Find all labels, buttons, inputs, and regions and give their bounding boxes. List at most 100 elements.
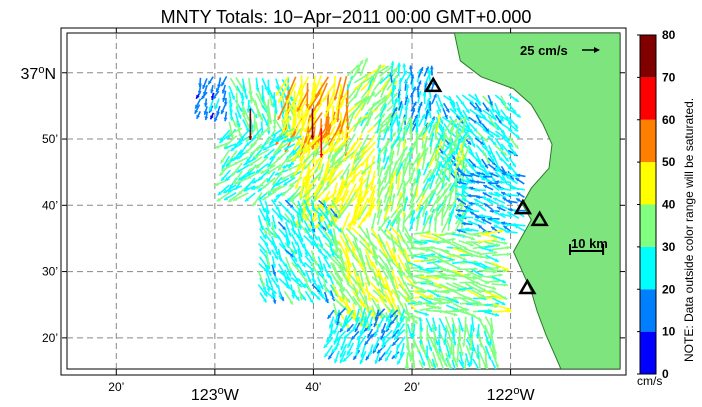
current-vector — [349, 141, 363, 160]
vector-head — [456, 208, 460, 213]
vector-head — [486, 198, 491, 202]
current-vector — [302, 148, 318, 164]
current-vector — [477, 224, 487, 232]
vector-head — [308, 105, 313, 110]
vector-head — [339, 95, 344, 100]
vector-head — [317, 166, 322, 170]
current-vector — [277, 82, 290, 104]
vector-head — [282, 129, 286, 134]
vector-head — [426, 182, 431, 187]
current-vector — [445, 344, 451, 359]
current-vector — [421, 215, 431, 233]
vector-head — [411, 363, 416, 368]
current-vector — [419, 295, 433, 305]
vector-head — [256, 185, 261, 190]
vector-head — [415, 131, 419, 135]
vector-head — [286, 197, 291, 202]
current-vector — [451, 253, 468, 262]
current-vector — [392, 97, 398, 112]
vector-head — [411, 334, 416, 338]
current-vector — [359, 134, 370, 152]
vector-head — [499, 146, 504, 151]
vector-head — [504, 115, 509, 120]
current-vector — [360, 148, 376, 167]
current-vector — [296, 96, 309, 117]
current-vector — [280, 171, 296, 181]
vector-head — [345, 323, 349, 328]
vector-head — [451, 103, 456, 108]
vector-head — [452, 341, 457, 346]
current-vector — [415, 147, 429, 163]
vector-head — [380, 289, 384, 294]
vector-head — [428, 347, 433, 352]
vector-head — [483, 265, 488, 270]
vector-shaft — [333, 76, 342, 101]
vector-head — [385, 155, 390, 160]
vector-head — [334, 199, 338, 204]
current-vector — [425, 345, 430, 360]
current-vector — [323, 156, 331, 178]
current-vector — [369, 170, 376, 191]
vector-head — [425, 337, 430, 342]
vector-head — [507, 119, 512, 124]
vector-head — [373, 346, 377, 351]
current-vector — [417, 113, 426, 127]
vector-head — [291, 294, 295, 299]
vector-head — [425, 356, 430, 360]
current-vector — [451, 317, 458, 334]
vector-head — [392, 248, 397, 253]
vector-head — [479, 163, 483, 168]
current-vector — [442, 203, 451, 219]
vector-head — [208, 106, 213, 111]
current-vector — [344, 261, 351, 282]
vector-head — [345, 145, 350, 150]
current-vector — [290, 213, 297, 229]
vector-head — [212, 95, 217, 100]
vector-head — [447, 354, 451, 359]
vector-head — [335, 118, 340, 123]
vector-head — [254, 154, 259, 158]
vector-head — [301, 263, 306, 268]
vector-head — [506, 175, 511, 180]
current-vector — [265, 215, 271, 227]
current-vector — [296, 243, 303, 258]
vector-head — [401, 239, 406, 244]
vector-head — [390, 61, 395, 65]
current-vector — [248, 77, 253, 96]
current-vector — [438, 254, 454, 261]
vector-head — [229, 109, 234, 114]
current-vector — [263, 148, 275, 159]
vector-head — [469, 186, 474, 191]
current-vector — [257, 215, 264, 231]
current-vector — [240, 129, 250, 140]
current-vector — [436, 94, 444, 109]
vector-head — [273, 198, 278, 203]
current-vector — [198, 77, 202, 88]
vector-head — [432, 257, 437, 262]
vector-head — [285, 112, 289, 117]
current-vector — [507, 144, 517, 156]
current-vector — [396, 315, 406, 329]
vector-head — [309, 114, 313, 119]
vector-head — [501, 279, 506, 284]
vector-head — [392, 171, 397, 176]
vector-head — [453, 118, 457, 123]
vector-shaft — [359, 141, 376, 159]
vector-shaft — [349, 155, 357, 177]
vector-head — [223, 102, 228, 106]
vector-head — [477, 107, 482, 112]
vector-head — [411, 167, 416, 172]
vector-head — [227, 159, 232, 164]
vector-head — [435, 276, 440, 281]
current-vector — [408, 65, 413, 76]
vector-head — [438, 124, 442, 129]
vector-head — [293, 257, 297, 262]
current-vector — [267, 106, 273, 125]
vector-head — [382, 298, 387, 303]
vector-head — [377, 118, 382, 123]
vector-head — [294, 99, 298, 104]
vector-head — [202, 91, 207, 96]
vector-head — [334, 319, 338, 324]
vector-head — [313, 152, 317, 157]
vector-head — [278, 99, 282, 104]
